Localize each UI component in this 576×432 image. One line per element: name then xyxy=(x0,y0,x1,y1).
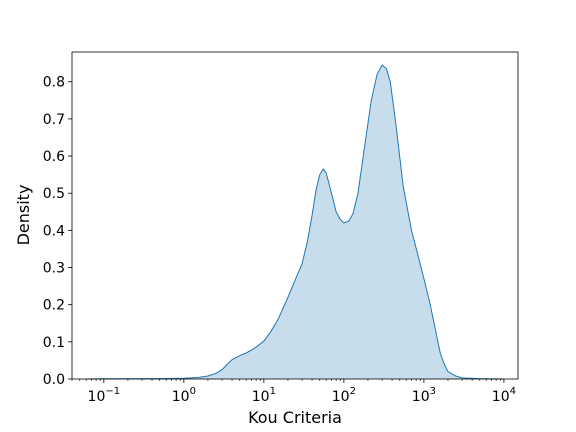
y-tick-label: 0.5 xyxy=(43,186,65,202)
x-tick-label: 103 xyxy=(412,386,436,405)
axes-frame xyxy=(71,51,519,380)
x-tick-label: 100 xyxy=(172,386,196,405)
x-tick-label: 102 xyxy=(332,386,356,405)
density-fill-0 xyxy=(86,65,504,379)
x-tick-label: 104 xyxy=(492,386,516,405)
x-tick-label: 101 xyxy=(252,386,276,405)
y-tick-label: 0.3 xyxy=(43,261,65,277)
axes: 10−1 100 101 102 103 104 0.0 0.1 0.2 0.3 0.4 0.5 0.6… xyxy=(43,51,519,405)
x-tick-label: 10−1 xyxy=(88,386,121,405)
x-axis-label: Kou Criteria xyxy=(248,408,342,427)
y-tick-label: 0.2 xyxy=(43,298,65,314)
y-axis-label: Density xyxy=(14,185,33,246)
y-tick-label: 0.6 xyxy=(43,149,65,165)
density-line-0 xyxy=(86,64,504,380)
y-tick-label: 0.7 xyxy=(43,112,65,128)
y-tick-label: 0.0 xyxy=(43,372,65,388)
y-tick-label: 0.1 xyxy=(43,335,65,351)
plot-area xyxy=(86,64,504,380)
y-tick-label: 0.8 xyxy=(43,75,65,91)
y-tick-label: 0.4 xyxy=(43,223,65,239)
